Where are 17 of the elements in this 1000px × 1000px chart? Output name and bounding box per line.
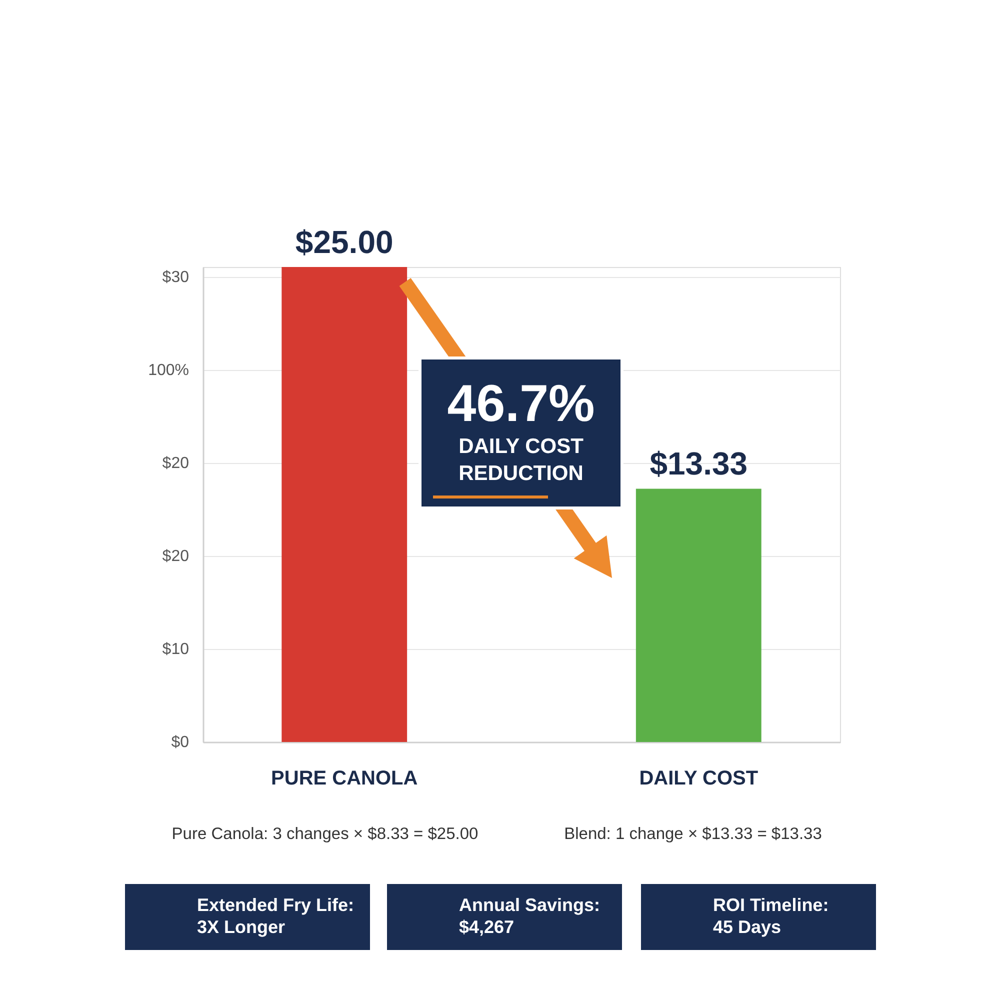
text: $20 xyxy=(162,548,190,565)
text: Annual Savings: $4,267 xyxy=(459,895,600,937)
text: $20 xyxy=(162,455,190,472)
text: $0 xyxy=(171,734,190,751)
text: $30 xyxy=(162,269,190,286)
text: Blend: 1 change × $13.33 = $13.33 xyxy=(564,825,822,843)
text: 100% xyxy=(148,362,189,379)
annotation: 46.7% xyxy=(447,375,595,433)
text: $10 xyxy=(162,641,190,658)
text: Extended Fry Life: 3X Longer xyxy=(197,895,354,937)
text: Pure Canola: 3 changes × $8.33 = $25.00 xyxy=(172,825,478,843)
data-label: $25.00 xyxy=(295,224,394,260)
x-tick-label: PURE CANOLA xyxy=(271,768,418,790)
x-tick-label: DAILY COST xyxy=(639,768,758,790)
data-label: $13.33 xyxy=(650,446,748,482)
text: ROI Timeline: 45 Days xyxy=(713,895,829,937)
annotation: DAILY COST REDUCTION xyxy=(458,435,584,485)
